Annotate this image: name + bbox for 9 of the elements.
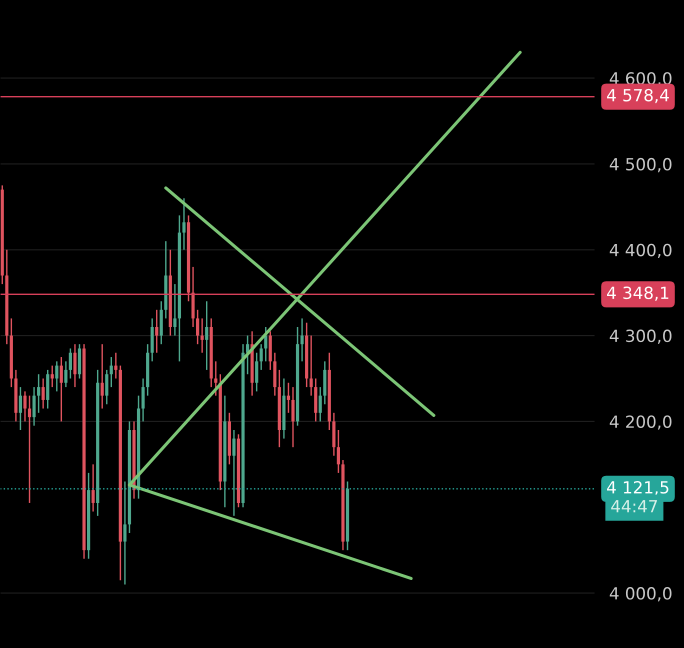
ref-line-label: 4 578,4 bbox=[607, 88, 669, 104]
y-tick-label: 4 500,0 bbox=[610, 158, 672, 172]
y-tick-label: 4 300,0 bbox=[610, 330, 672, 344]
y-tick-label: 4 400,0 bbox=[610, 244, 672, 258]
ref-line-label: 4 348,1 bbox=[607, 286, 668, 301]
text: 44:47 bbox=[611, 500, 657, 512]
ref-line-label: 4 121,5 bbox=[607, 481, 668, 496]
y-tick-label: 4 200,0 bbox=[610, 415, 672, 430]
y-tick-label: 4 000,0 bbox=[610, 587, 672, 602]
